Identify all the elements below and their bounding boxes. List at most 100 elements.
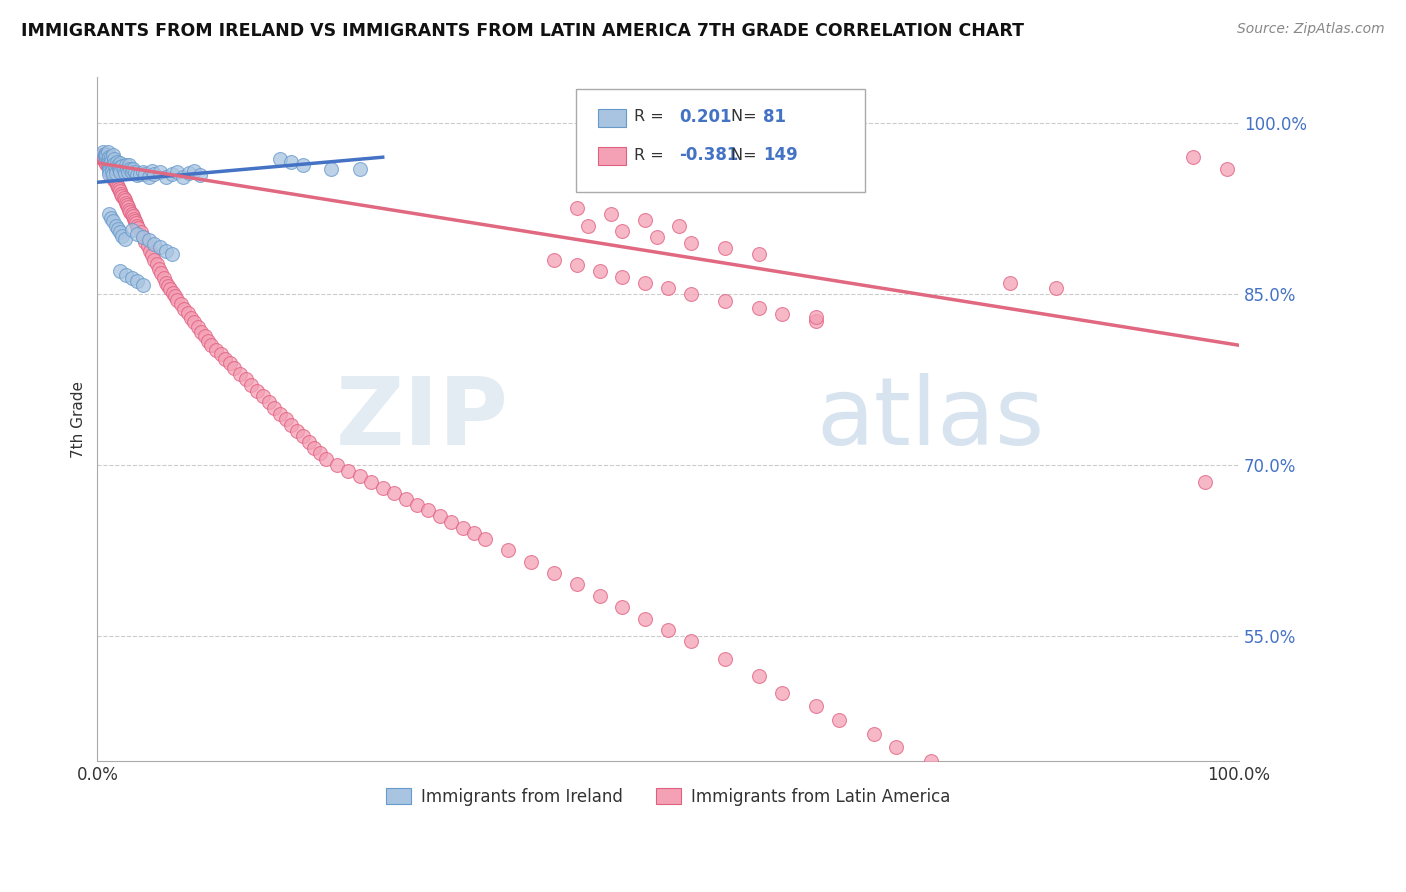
Point <box>269 153 291 167</box>
Point <box>634 212 657 227</box>
Point <box>194 329 217 343</box>
Point <box>127 219 149 233</box>
Point <box>1000 795 1022 809</box>
Point <box>121 207 143 221</box>
Point <box>160 167 183 181</box>
Point <box>183 315 205 329</box>
Point <box>920 754 942 768</box>
Point <box>229 367 252 381</box>
Point <box>588 589 610 603</box>
Point <box>274 412 297 426</box>
Point <box>180 310 202 325</box>
Point <box>612 600 634 615</box>
Point <box>263 401 285 415</box>
Point <box>170 297 193 311</box>
Point <box>97 153 120 167</box>
Point <box>157 279 180 293</box>
Text: 0.201: 0.201 <box>679 108 731 126</box>
Point <box>97 207 120 221</box>
Point <box>103 153 125 167</box>
Point <box>101 169 124 183</box>
Point <box>93 153 115 167</box>
Point <box>172 169 194 184</box>
Text: 81: 81 <box>763 108 786 126</box>
Point <box>418 503 440 517</box>
Point <box>127 227 149 241</box>
Point <box>806 314 828 328</box>
Point <box>1182 891 1205 892</box>
Point <box>520 555 543 569</box>
Point <box>496 543 519 558</box>
Point <box>748 668 770 682</box>
Point <box>218 356 240 370</box>
Point <box>600 207 623 221</box>
Point <box>107 222 129 236</box>
Point <box>94 154 117 169</box>
Point <box>129 226 152 240</box>
Point <box>187 320 209 334</box>
Point <box>645 230 668 244</box>
Point <box>132 277 155 292</box>
Point <box>143 252 166 267</box>
Y-axis label: 7th Grade: 7th Grade <box>72 381 86 458</box>
Point <box>257 395 280 409</box>
Point <box>1000 276 1022 290</box>
Point <box>163 289 186 303</box>
Point <box>440 515 463 529</box>
Point <box>128 167 150 181</box>
Point <box>117 165 139 179</box>
Point <box>112 191 135 205</box>
Point <box>576 219 599 233</box>
Point <box>114 194 136 208</box>
Point <box>134 167 156 181</box>
Point <box>115 161 138 176</box>
Point <box>429 509 451 524</box>
Text: R =: R = <box>634 110 669 124</box>
Point <box>463 526 485 541</box>
Point <box>235 372 257 386</box>
Point <box>714 241 737 255</box>
Point <box>149 240 172 254</box>
Point <box>188 169 211 183</box>
Point <box>806 310 828 324</box>
Point <box>748 247 770 261</box>
Point <box>97 161 120 176</box>
Point <box>714 293 737 308</box>
Point <box>118 158 141 172</box>
Point <box>155 169 177 184</box>
Point <box>1067 822 1090 837</box>
Point <box>155 244 177 258</box>
Point <box>543 252 565 267</box>
Point <box>108 161 131 175</box>
Text: N=: N= <box>731 148 762 162</box>
Point <box>98 164 121 178</box>
Point <box>141 248 163 262</box>
Point <box>565 259 588 273</box>
Text: Source: ZipAtlas.com: Source: ZipAtlas.com <box>1237 22 1385 37</box>
Point <box>97 161 120 176</box>
Point <box>315 452 337 467</box>
Point <box>159 282 181 296</box>
Point <box>139 244 162 258</box>
Point <box>148 261 170 276</box>
Point <box>160 247 183 261</box>
Point <box>103 167 125 181</box>
Point <box>1114 850 1136 864</box>
Point <box>121 271 143 285</box>
Point <box>107 179 129 194</box>
Point <box>120 161 142 176</box>
Point <box>166 293 188 307</box>
Point <box>103 214 125 228</box>
Point <box>143 236 166 251</box>
Text: atlas: atlas <box>817 373 1045 466</box>
Point <box>326 458 349 472</box>
Point <box>97 159 120 173</box>
Point <box>108 182 131 196</box>
Point <box>291 158 314 172</box>
Point <box>136 239 159 253</box>
Point <box>337 464 360 478</box>
Point <box>309 446 332 460</box>
Point <box>770 686 793 700</box>
Point <box>612 269 634 284</box>
Point <box>679 287 702 301</box>
